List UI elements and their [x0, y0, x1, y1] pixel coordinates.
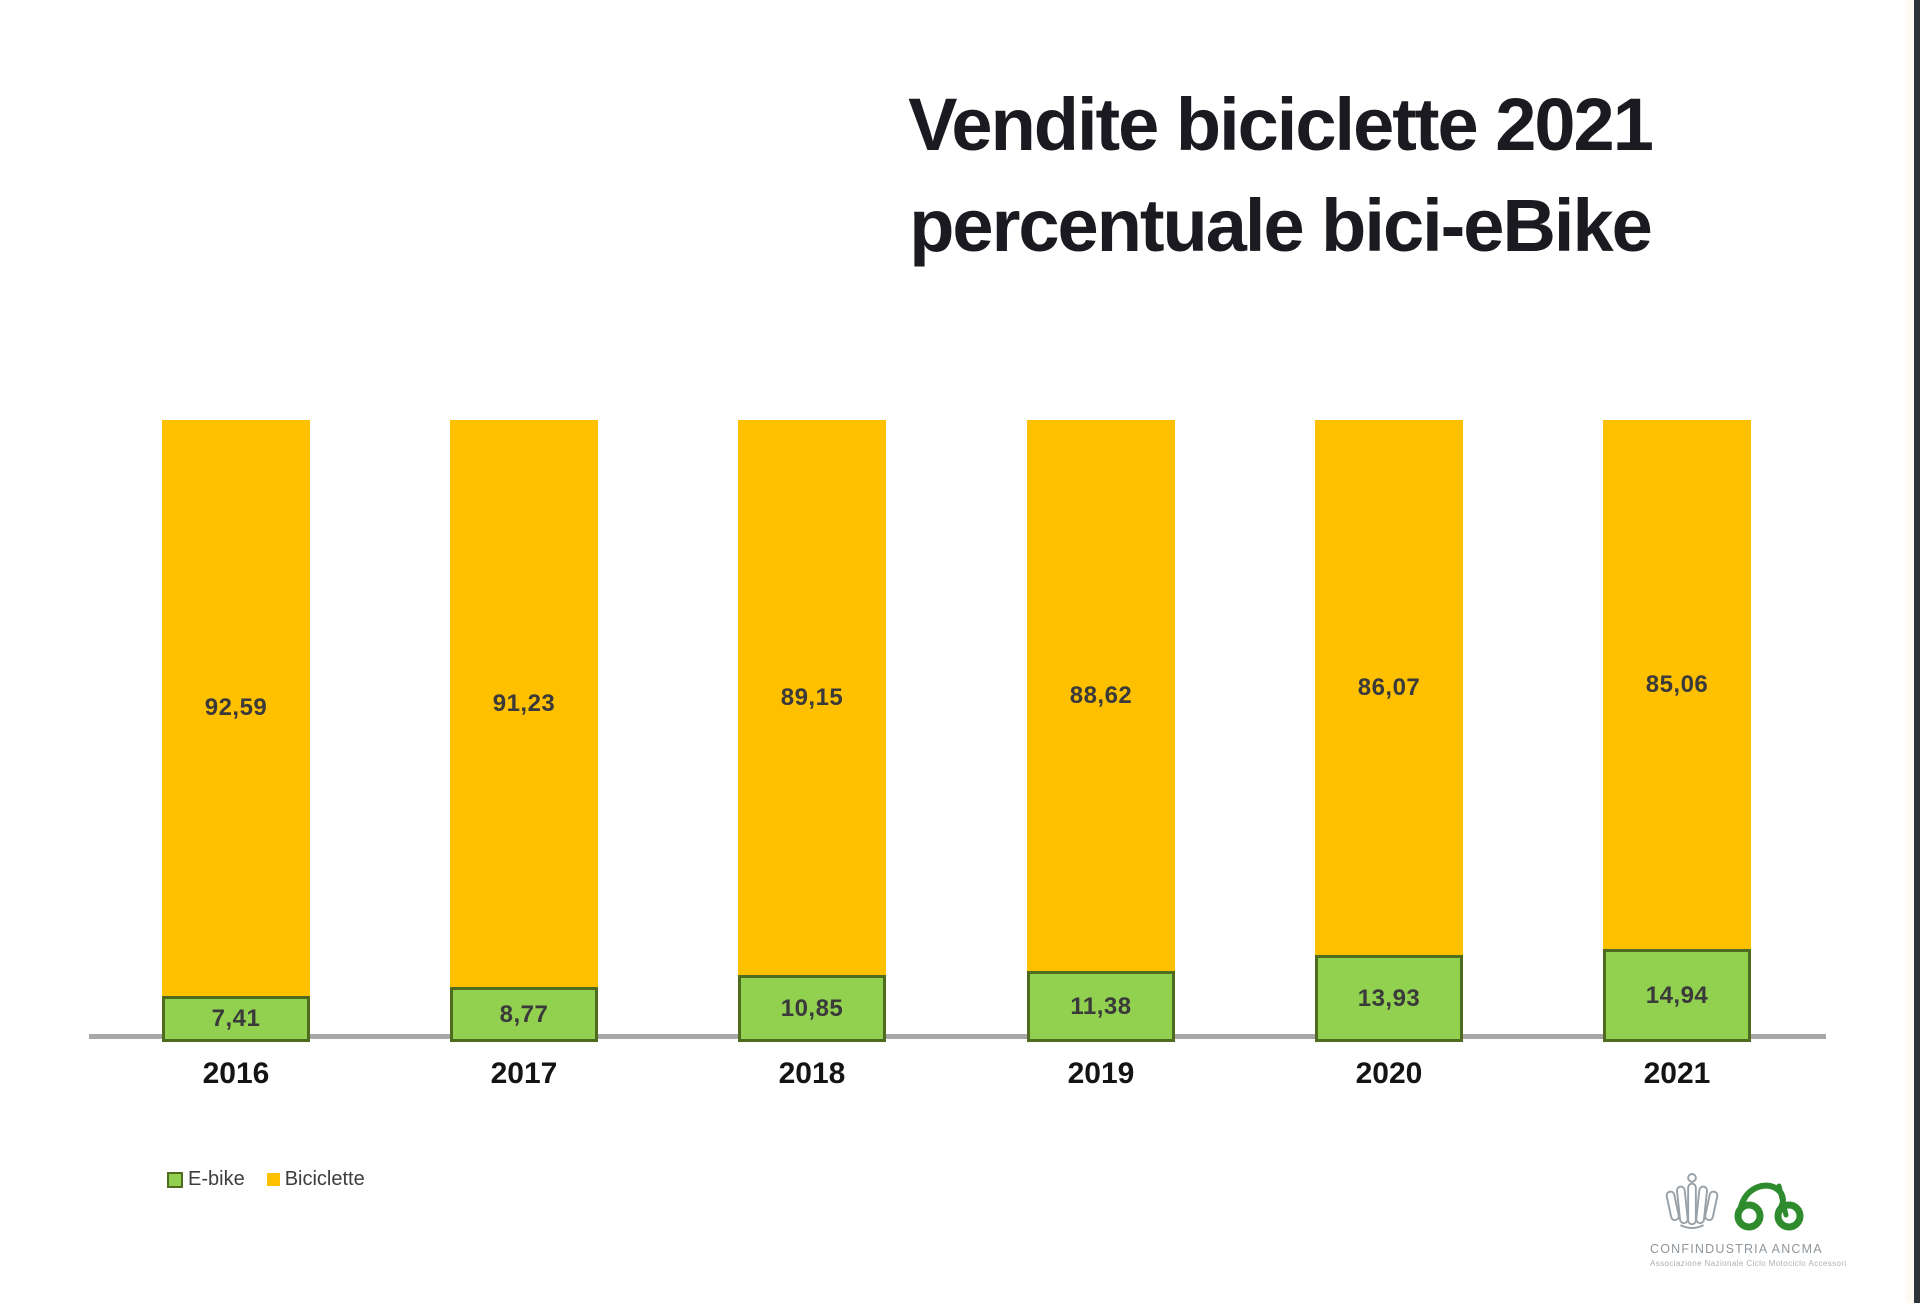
brand-name: CONFINDUSTRIA ANCMA — [1650, 1242, 1823, 1256]
confindustria-eagle-icon — [1665, 1171, 1719, 1236]
bar-ebike-2021: 14,94 — [1603, 949, 1751, 1042]
biciclette-swatch-icon — [266, 1173, 280, 1186]
chart-title: Vendite biciclette 2021 percentuale bici… — [650, 74, 1910, 276]
right-edge-light-strip — [1906, 0, 1914, 1303]
right-edge-border — [1914, 0, 1920, 1303]
legend-label-ebike: E-bike — [188, 1168, 245, 1190]
chart-legend: E-bike Biciclette — [167, 1168, 365, 1191]
bar-value-biciclette-2019: 88,62 — [1069, 681, 1133, 709]
bar-biciclette-2021: 85,06 — [1603, 420, 1751, 949]
category-label-2018: 2018 — [778, 1057, 846, 1090]
bar-ebike-2018: 10,85 — [738, 975, 886, 1042]
legend-item-ebike: E-bike — [167, 1168, 245, 1191]
bar-value-biciclette-2018: 89,15 — [780, 683, 844, 711]
category-label-2016: 2016 — [202, 1057, 270, 1090]
ancma-bike-icon — [1733, 1179, 1805, 1236]
bar-biciclette-2020: 86,07 — [1315, 420, 1463, 955]
chart-title-line1: Vendite biciclette 2021 — [908, 83, 1654, 166]
bar-biciclette-2017: 91,23 — [450, 420, 598, 987]
bar-biciclette-2018: 89,15 — [738, 420, 886, 975]
bar-biciclette-2016: 92,59 — [162, 420, 310, 996]
category-label-2019: 2019 — [1067, 1057, 1135, 1090]
bar-value-biciclette-2016: 92,59 — [204, 694, 268, 721]
bar-value-ebike-2019: 11,38 — [1070, 992, 1132, 1020]
category-label-2020: 2020 — [1355, 1057, 1423, 1090]
legend-item-biciclette: Biciclette — [266, 1168, 365, 1191]
bar-value-ebike-2017: 8,77 — [499, 1000, 549, 1028]
footer-brand: CONFINDUSTRIA ANCMA Associazione Naziona… — [1650, 1172, 1847, 1268]
bar-value-biciclette-2020: 86,07 — [1357, 673, 1421, 701]
bar-ebike-2020: 13,93 — [1315, 955, 1463, 1042]
bar-ebike-2017: 8,77 — [450, 987, 598, 1042]
bar-value-biciclette-2017: 91,23 — [492, 689, 556, 717]
chart-title-line2: percentuale bici-eBike — [909, 184, 1653, 267]
bar-value-ebike-2021: 14,94 — [1645, 981, 1709, 1009]
bar-biciclette-2019: 88,62 — [1027, 420, 1175, 971]
bar-value-ebike-2020: 13,93 — [1357, 984, 1421, 1012]
category-label-2021: 2021 — [1643, 1057, 1711, 1090]
bar-ebike-2016: 7,41 — [162, 996, 310, 1042]
category-label-2017: 2017 — [490, 1057, 558, 1090]
x-axis-line — [89, 1034, 1826, 1039]
legend-label-biciclette: Biciclette — [284, 1168, 365, 1190]
brand-subtitle: Associazione Nazionale Ciclo Motociclo A… — [1650, 1259, 1847, 1268]
bar-value-ebike-2018: 10,85 — [780, 994, 844, 1022]
brand-icons — [1650, 1172, 1820, 1236]
bar-value-ebike-2016: 7,41 — [211, 1005, 261, 1032]
bar-ebike-2019: 11,38 — [1027, 971, 1175, 1042]
ebike-swatch-icon — [167, 1171, 183, 1188]
bar-value-biciclette-2021: 85,06 — [1645, 670, 1709, 698]
